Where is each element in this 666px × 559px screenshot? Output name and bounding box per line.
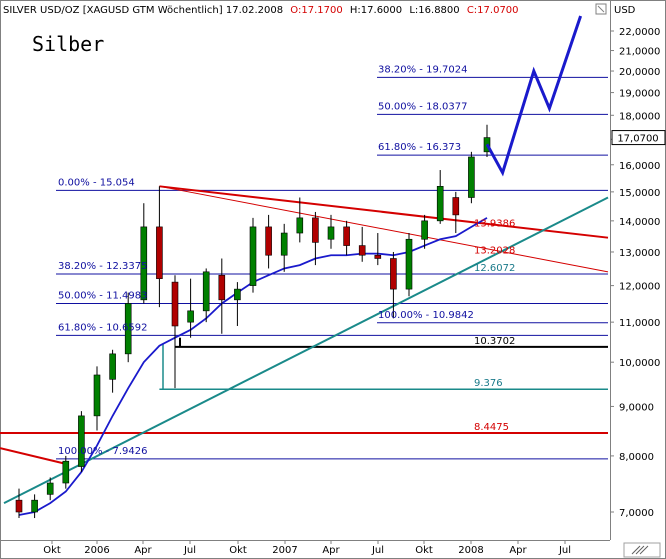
candle-body (374, 254, 382, 259)
y-tick-label: 21,0000 (619, 47, 660, 58)
fib-level-label: 100.00% - 7.9426 (58, 446, 147, 457)
trendline (0, 447, 67, 465)
trendline (159, 185, 609, 239)
candle-body (296, 217, 304, 234)
x-tick-label: Apr (509, 545, 527, 556)
header-text: SILVER USD/OZ [XAGUSD GTM Wöchentlich] 1… (3, 5, 519, 16)
currency-label: USD (614, 5, 636, 16)
price-level-label: 12.6072 (474, 263, 515, 274)
candle-body (202, 271, 210, 312)
header-low: L:16.8800 (409, 5, 459, 16)
candle-body (78, 415, 85, 467)
header-open: O:17.1700 (290, 5, 342, 16)
x-tick-label: Apr (134, 545, 152, 556)
price-level-label: 13.9386 (474, 219, 515, 230)
y-tick-label: 13,0000 (619, 248, 660, 259)
candle-body (312, 217, 319, 243)
candle-body (358, 245, 366, 256)
x-tick-label: Jul (558, 545, 571, 556)
fib-level-label: 100.00% - 10.9842 (378, 310, 474, 321)
candle-body (93, 374, 101, 417)
y-tick-label: 10,0000 (619, 358, 660, 369)
candle-body (405, 238, 413, 290)
candle-body (421, 220, 428, 240)
candle-body (156, 226, 163, 279)
candle-body (109, 353, 116, 380)
y-tick-label: 16,0000 (619, 161, 660, 172)
candle-body (280, 232, 288, 256)
trendline (3, 196, 609, 504)
candle-body (327, 226, 335, 240)
candle-body (218, 274, 226, 301)
x-tick-label: 2008 (458, 545, 483, 556)
resize-grip[interactable] (623, 542, 661, 558)
candle-body (249, 226, 257, 286)
y-tick-label: 9,0000 (619, 402, 654, 413)
candle-body (436, 186, 444, 222)
header-close: C:17.0700 (467, 5, 519, 16)
candle-body (452, 197, 460, 216)
header-instrument: SILVER USD/OZ [XAGUSD GTM Wöchentlich] 1… (3, 5, 283, 16)
y-tick-label: 19,0000 (619, 89, 660, 100)
fib-level-label: 50.00% - 18.0377 (378, 101, 467, 112)
projection-path (485, 15, 583, 177)
candle-body (62, 460, 70, 484)
x-tick-label: Okt (229, 545, 247, 556)
x-tick-label: Okt (415, 545, 433, 556)
y-tick-label: 11,0000 (619, 318, 660, 329)
y-tick-label: 8,0000 (619, 452, 654, 463)
fib-level-label: 61.80% - 10.6592 (58, 322, 147, 333)
price-level-label: 10.3702 (474, 336, 515, 347)
x-tick-label: Apr (322, 545, 340, 556)
y-tick-label: 15,0000 (619, 188, 660, 199)
header-high: H:17.6000 (350, 5, 402, 16)
fib-level-label: 0.00% - 15.054 (58, 177, 135, 188)
candle-body (468, 156, 475, 198)
y-tick-label: 12,0000 (619, 282, 660, 293)
candle-body (187, 310, 194, 323)
trendline (159, 185, 609, 273)
panel-control-icon (597, 5, 605, 13)
x-tick-label: 2007 (272, 545, 297, 556)
candle-body (15, 499, 23, 513)
y-tick-label: 22,0000 (619, 27, 660, 38)
candle-body (171, 281, 179, 327)
x-tick-label: Jul (371, 545, 384, 556)
price-level-label: 8.4475 (474, 422, 509, 433)
y-tick-label: 18,0000 (619, 111, 660, 122)
x-tick-label: Jul (183, 545, 196, 556)
candle-body (390, 258, 397, 290)
candle-body (234, 288, 241, 301)
chart-title: Silber (32, 32, 104, 56)
x-tick-label: Okt (43, 545, 61, 556)
candle-body (124, 303, 132, 355)
fib-level-label: 61.80% - 16.373 (378, 142, 461, 153)
current-price-label: 17,0700 (617, 134, 658, 145)
current-price-box (611, 130, 666, 146)
y-tick-label: 20,0000 (619, 67, 660, 78)
y-tick-label: 14,0000 (619, 217, 660, 228)
y-tick-label: 7,0000 (619, 508, 654, 519)
candle-body (140, 226, 148, 301)
candle-body (265, 226, 272, 256)
fib-level-label: 38.20% - 12.3375 (58, 261, 147, 272)
candle-body (31, 499, 38, 513)
fib-level-label: 50.00% - 11.4983 (58, 291, 147, 302)
price-level-label: 9.376 (474, 378, 503, 389)
x-tick-label: 2006 (84, 545, 109, 556)
candle-body (343, 226, 350, 246)
price-level-label: 13.2028 (474, 245, 515, 256)
candle-body (46, 482, 54, 495)
fib-level-label: 38.20% - 19.7024 (378, 64, 467, 75)
